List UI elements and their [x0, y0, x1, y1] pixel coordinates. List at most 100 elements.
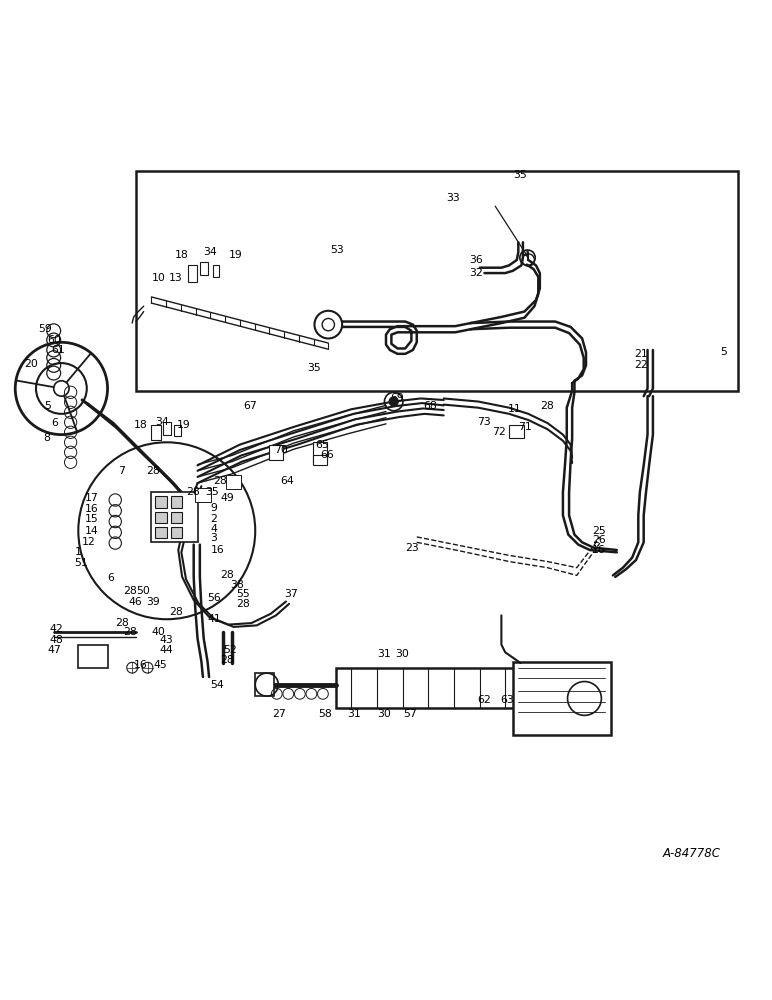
Text: 26: 26 [592, 535, 606, 545]
Text: 30: 30 [377, 709, 391, 719]
Text: 25: 25 [592, 526, 606, 536]
Text: 16: 16 [134, 660, 147, 670]
Text: 28: 28 [186, 487, 200, 497]
Text: 50: 50 [136, 586, 150, 596]
Text: 12: 12 [82, 537, 96, 547]
Text: 68: 68 [423, 401, 437, 411]
Text: 13: 13 [169, 273, 183, 283]
Text: 41: 41 [208, 614, 222, 624]
Text: 2: 2 [211, 514, 218, 524]
Text: 31: 31 [347, 709, 361, 719]
Text: 34: 34 [203, 247, 217, 257]
Text: 27: 27 [273, 709, 286, 719]
Text: 17: 17 [84, 493, 98, 503]
Bar [151, 425, 161, 440]
Text: 43: 43 [159, 635, 173, 645]
Text: 57: 57 [403, 709, 417, 719]
Text: 3: 3 [211, 533, 218, 543]
Text: 28: 28 [221, 655, 235, 665]
Text: 48: 48 [49, 635, 63, 645]
Text: 32: 32 [469, 268, 482, 278]
Bar [313, 455, 327, 465]
Text: 28: 28 [123, 586, 137, 596]
Text: 60: 60 [48, 335, 62, 345]
Text: 28: 28 [236, 599, 250, 609]
Bar [151, 492, 198, 542]
Text: 28: 28 [540, 401, 554, 411]
Bar [336, 668, 520, 708]
Text: 23: 23 [405, 543, 419, 553]
Text: 19: 19 [177, 420, 191, 430]
Text: 22: 22 [634, 360, 648, 370]
Text: 51: 51 [74, 558, 88, 568]
Text: 31: 31 [377, 649, 391, 659]
Bar [155, 527, 167, 538]
Text: 49: 49 [221, 493, 235, 503]
Text: 53: 53 [330, 245, 344, 255]
Text: 42: 42 [49, 624, 63, 634]
Text: 28: 28 [115, 618, 129, 628]
Text: 71: 71 [518, 422, 532, 432]
Text: 6: 6 [107, 573, 114, 583]
Text: 46: 46 [128, 597, 142, 607]
Text: 20: 20 [25, 359, 39, 369]
Text: 58: 58 [318, 709, 332, 719]
Text: 61: 61 [52, 345, 65, 355]
Bar [171, 496, 182, 508]
Bar [269, 445, 283, 460]
Bar [226, 475, 242, 489]
Bar [171, 512, 182, 523]
Bar [513, 662, 611, 735]
Text: 66: 66 [320, 450, 334, 460]
Bar [174, 425, 181, 436]
Text: 44: 44 [159, 645, 173, 655]
Text: 35: 35 [307, 363, 321, 373]
Text: 28: 28 [221, 570, 235, 580]
Text: 45: 45 [154, 660, 168, 670]
Text: 52: 52 [223, 645, 237, 655]
Text: 16: 16 [211, 545, 225, 555]
Text: 14: 14 [84, 526, 98, 536]
Text: 11: 11 [507, 404, 521, 414]
Bar [195, 488, 211, 502]
Text: 21: 21 [634, 349, 648, 359]
Text: 64: 64 [279, 476, 293, 486]
Text: 56: 56 [208, 593, 222, 603]
Bar [78, 645, 107, 668]
Text: 34: 34 [155, 417, 169, 427]
Text: 72: 72 [493, 427, 506, 437]
Text: 28: 28 [146, 466, 160, 476]
Text: 38: 38 [231, 580, 245, 590]
Text: 18: 18 [134, 420, 147, 430]
Text: 35: 35 [205, 487, 219, 497]
Text: 7: 7 [118, 466, 125, 476]
Text: 15: 15 [84, 514, 98, 524]
Text: 59: 59 [39, 324, 52, 334]
Text: 35: 35 [513, 170, 527, 180]
Bar [313, 442, 327, 462]
Text: 16: 16 [592, 545, 606, 555]
Text: 47: 47 [48, 645, 61, 655]
Text: 54: 54 [211, 680, 225, 690]
Bar [171, 527, 182, 538]
Text: 39: 39 [146, 597, 160, 607]
Text: 63: 63 [499, 695, 513, 705]
Text: 36: 36 [469, 255, 482, 265]
Text: 55: 55 [236, 589, 250, 599]
Text: 10: 10 [151, 273, 165, 283]
Text: 1: 1 [74, 547, 81, 557]
Bar [509, 425, 524, 438]
Text: 4: 4 [211, 524, 218, 534]
Text: 28: 28 [213, 476, 227, 486]
Text: 30: 30 [395, 649, 409, 659]
Text: 19: 19 [229, 250, 242, 260]
Text: 62: 62 [477, 695, 490, 705]
Text: 18: 18 [174, 250, 188, 260]
Text: 33: 33 [446, 193, 460, 203]
Bar [155, 496, 167, 508]
Text: 28: 28 [123, 627, 137, 637]
Text: 8: 8 [44, 433, 51, 443]
Bar [200, 262, 208, 275]
Text: 65: 65 [315, 440, 329, 450]
Bar [136, 171, 738, 391]
